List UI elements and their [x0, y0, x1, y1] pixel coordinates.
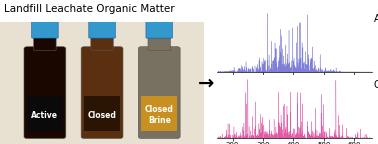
- Text: Active: Active: [31, 111, 59, 120]
- Text: Closed: Closed: [88, 111, 116, 120]
- FancyBboxPatch shape: [91, 37, 113, 50]
- Text: Closed: Closed: [374, 80, 378, 90]
- FancyBboxPatch shape: [146, 21, 172, 38]
- Text: Active: Active: [374, 14, 378, 24]
- Bar: [27, 96, 63, 130]
- FancyBboxPatch shape: [138, 47, 180, 139]
- FancyBboxPatch shape: [81, 47, 123, 139]
- Bar: [141, 96, 177, 130]
- Text: →: →: [198, 74, 214, 93]
- Text: Brine: Brine: [148, 116, 170, 125]
- FancyBboxPatch shape: [34, 37, 56, 50]
- FancyBboxPatch shape: [89, 21, 115, 38]
- Bar: [84, 96, 120, 130]
- Text: Closed: Closed: [145, 105, 174, 114]
- FancyBboxPatch shape: [24, 47, 66, 139]
- FancyBboxPatch shape: [32, 21, 58, 38]
- FancyBboxPatch shape: [148, 37, 170, 50]
- Text: Landfill Leachate Organic Matter: Landfill Leachate Organic Matter: [4, 4, 174, 14]
